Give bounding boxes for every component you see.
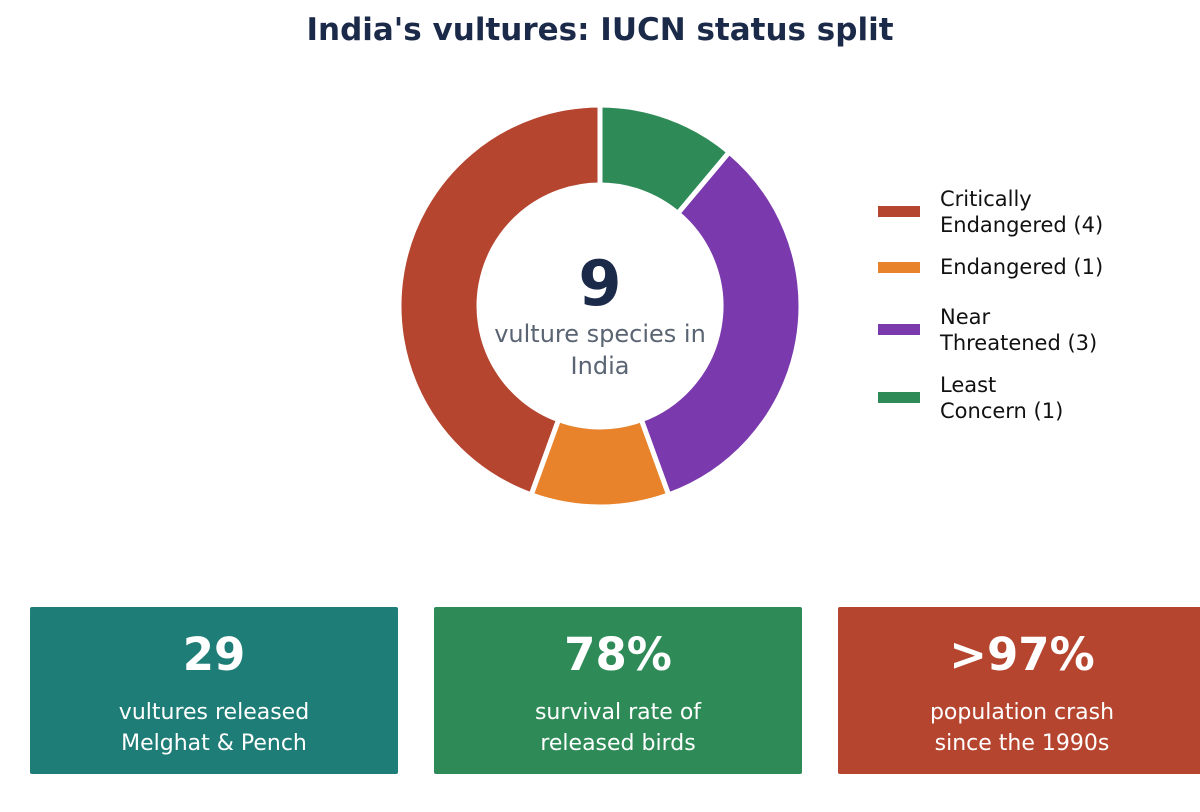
legend-swatch	[878, 262, 920, 273]
legend-label: Critically Endangered (4)	[940, 187, 1104, 237]
legend: Critically Endangered (4) Endangered (1) …	[878, 186, 1188, 440]
legend-swatch	[878, 324, 920, 335]
stat-value: 78%	[564, 628, 672, 681]
donut-chart	[396, 102, 804, 507]
legend-item-endangered: Endangered (1)	[878, 254, 1188, 280]
legend-swatch	[878, 206, 920, 217]
legend-label: Near Threatened (3)	[940, 305, 1098, 355]
center-species-count: 9	[578, 247, 622, 320]
stat-caption: survival rate of released birds	[534, 700, 702, 756]
stat-value: 29	[182, 628, 246, 681]
chart-title: India's vultures: IUCN status split	[306, 12, 894, 48]
donut-slice-least-concern	[597, 102, 733, 217]
stat-caption: population crash since the 1990s	[929, 700, 1115, 756]
stat-caption: vultures released Melghat & Pench	[118, 700, 310, 756]
legend-item-near-threatened: Near Threatened (3)	[878, 304, 1188, 355]
stat-card-survival: 78% survival rate of released birds	[434, 607, 802, 774]
legend-label: Endangered (1)	[940, 255, 1104, 279]
legend-item-least-concern: Least Concern (1)	[878, 372, 1188, 423]
legend-item-critically-endangered: Critically Endangered (4)	[878, 186, 1188, 237]
stat-card-released: 29 vultures released Melghat & Pench	[30, 607, 398, 774]
donut-slice-critically-endangered	[396, 102, 603, 499]
center-caption: vulture species in India	[494, 320, 706, 380]
stat-value: >97%	[949, 628, 1095, 681]
stat-card-population-crash: >97% population crash since the 1990s	[838, 607, 1200, 774]
legend-swatch	[878, 392, 920, 403]
donut-slice-near-threatened	[638, 148, 804, 499]
legend-label: Least Concern (1)	[940, 373, 1064, 423]
